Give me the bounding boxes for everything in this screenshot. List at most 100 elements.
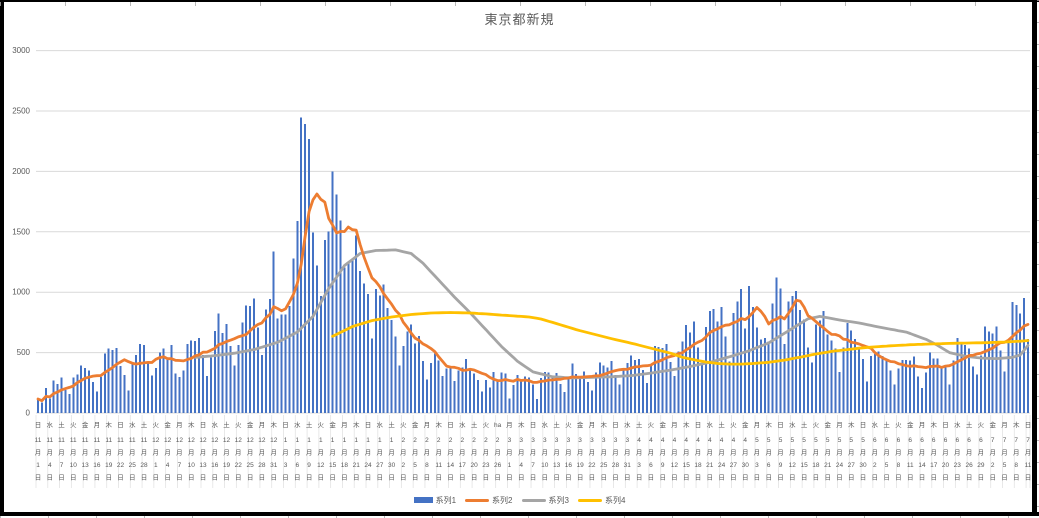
svg-text:22: 22 bbox=[588, 462, 596, 469]
svg-text:1: 1 bbox=[378, 437, 382, 444]
svg-text:4: 4 bbox=[166, 462, 170, 469]
svg-text:月: 月 bbox=[117, 449, 124, 457]
svg-text:月: 月 bbox=[247, 449, 254, 457]
svg-text:11: 11 bbox=[1025, 462, 1032, 469]
svg-text:月: 月 bbox=[919, 421, 926, 429]
svg-text:月: 月 bbox=[518, 449, 525, 457]
svg-text:日: 日 bbox=[506, 474, 513, 482]
svg-text:日: 日 bbox=[424, 474, 431, 482]
bars-series1[interactable] bbox=[36, 117, 1030, 414]
svg-text:月: 月 bbox=[813, 449, 820, 457]
svg-text:30: 30 bbox=[388, 462, 396, 469]
line-series3[interactable] bbox=[193, 248, 1030, 380]
svg-text:3: 3 bbox=[543, 437, 547, 444]
svg-text:水: 水 bbox=[377, 420, 384, 429]
svg-text:土: 土 bbox=[58, 420, 65, 429]
svg-text:木: 木 bbox=[683, 420, 690, 429]
svg-text:木: 木 bbox=[600, 420, 607, 429]
svg-text:1: 1 bbox=[343, 437, 347, 444]
svg-text:日: 日 bbox=[989, 474, 996, 482]
svg-text:11: 11 bbox=[117, 437, 124, 444]
svg-text:日: 日 bbox=[141, 474, 148, 482]
svg-text:月: 月 bbox=[94, 421, 101, 429]
svg-text:0: 0 bbox=[26, 409, 31, 418]
svg-text:日: 日 bbox=[836, 474, 843, 482]
svg-text:日: 日 bbox=[400, 474, 407, 482]
svg-text:19: 19 bbox=[105, 462, 113, 469]
svg-text:月: 月 bbox=[506, 449, 513, 457]
svg-text:27: 27 bbox=[376, 462, 384, 469]
svg-text:日: 日 bbox=[259, 474, 266, 482]
svg-text:月: 月 bbox=[860, 449, 867, 457]
chart-title[interactable]: 東京都新規 bbox=[484, 12, 555, 27]
svg-text:月: 月 bbox=[259, 449, 266, 457]
svg-text:日: 日 bbox=[777, 474, 784, 482]
svg-text:1: 1 bbox=[284, 437, 288, 444]
svg-text:月: 月 bbox=[424, 421, 431, 429]
svg-text:日: 日 bbox=[1025, 474, 1032, 482]
svg-text:月: 月 bbox=[200, 449, 207, 457]
svg-text:月: 月 bbox=[212, 449, 219, 457]
svg-text:水: 水 bbox=[294, 420, 301, 429]
svg-text:11: 11 bbox=[105, 437, 112, 444]
svg-text:日: 日 bbox=[966, 474, 973, 482]
legend-item-series1[interactable]: 系列1 bbox=[413, 495, 456, 506]
svg-text:1: 1 bbox=[366, 437, 370, 444]
svg-text:6: 6 bbox=[767, 462, 771, 469]
svg-text:月: 月 bbox=[294, 449, 301, 457]
line-swatch-icon bbox=[577, 498, 602, 502]
svg-text:月: 月 bbox=[506, 421, 513, 429]
svg-text:木: 木 bbox=[105, 420, 112, 429]
svg-text:日: 日 bbox=[82, 474, 89, 482]
svg-text:日: 日 bbox=[565, 474, 572, 482]
line-series4[interactable] bbox=[331, 311, 1030, 366]
svg-text:2: 2 bbox=[413, 437, 417, 444]
legend-item-series2[interactable]: 系列2 bbox=[465, 495, 513, 506]
svg-text:土: 土 bbox=[553, 420, 560, 429]
svg-text:日: 日 bbox=[930, 474, 937, 482]
svg-text:月: 月 bbox=[600, 449, 607, 457]
svg-text:月: 月 bbox=[270, 449, 277, 457]
svg-text:火: 火 bbox=[730, 422, 737, 429]
svg-text:5: 5 bbox=[755, 437, 759, 444]
svg-text:11: 11 bbox=[70, 437, 77, 444]
svg-text:日: 日 bbox=[494, 474, 501, 482]
svg-text:金: 金 bbox=[989, 420, 996, 429]
svg-text:5: 5 bbox=[767, 437, 771, 444]
svg-text:2: 2 bbox=[991, 462, 995, 469]
svg-text:月: 月 bbox=[930, 449, 937, 457]
svg-text:5: 5 bbox=[779, 437, 783, 444]
svg-text:日: 日 bbox=[695, 474, 702, 482]
svg-text:金: 金 bbox=[824, 420, 831, 429]
svg-text:火: 火 bbox=[895, 422, 902, 429]
svg-text:27: 27 bbox=[848, 462, 856, 469]
svg-text:月: 月 bbox=[824, 449, 831, 457]
svg-text:5: 5 bbox=[826, 437, 830, 444]
svg-text:3: 3 bbox=[531, 437, 535, 444]
svg-text:7: 7 bbox=[60, 462, 64, 469]
svg-text:金: 金 bbox=[82, 420, 89, 429]
svg-text:月: 月 bbox=[919, 449, 926, 457]
line-series2[interactable] bbox=[36, 192, 1030, 403]
svg-text:日: 日 bbox=[35, 421, 42, 429]
legend-label-series3: 系列3 bbox=[548, 495, 569, 505]
svg-text:日: 日 bbox=[659, 474, 666, 482]
svg-text:月: 月 bbox=[989, 449, 996, 457]
svg-text:月: 月 bbox=[530, 449, 537, 457]
svg-text:月: 月 bbox=[365, 449, 372, 457]
svg-text:12: 12 bbox=[188, 437, 196, 444]
svg-text:5: 5 bbox=[885, 462, 889, 469]
legend-item-series4[interactable]: 系列4 bbox=[577, 495, 625, 506]
svg-text:8: 8 bbox=[897, 462, 901, 469]
legend-item-series3[interactable]: 系列3 bbox=[521, 495, 569, 506]
svg-text:月: 月 bbox=[848, 449, 855, 457]
svg-text:日: 日 bbox=[577, 474, 584, 482]
svg-text:月: 月 bbox=[683, 449, 690, 457]
svg-text:日: 日 bbox=[294, 474, 301, 482]
svg-text:3: 3 bbox=[637, 462, 641, 469]
svg-text:日: 日 bbox=[978, 474, 985, 482]
svg-text:日: 日 bbox=[270, 474, 277, 482]
svg-text:月: 月 bbox=[435, 449, 442, 457]
svg-text:14: 14 bbox=[918, 462, 926, 469]
svg-text:16: 16 bbox=[211, 462, 219, 469]
